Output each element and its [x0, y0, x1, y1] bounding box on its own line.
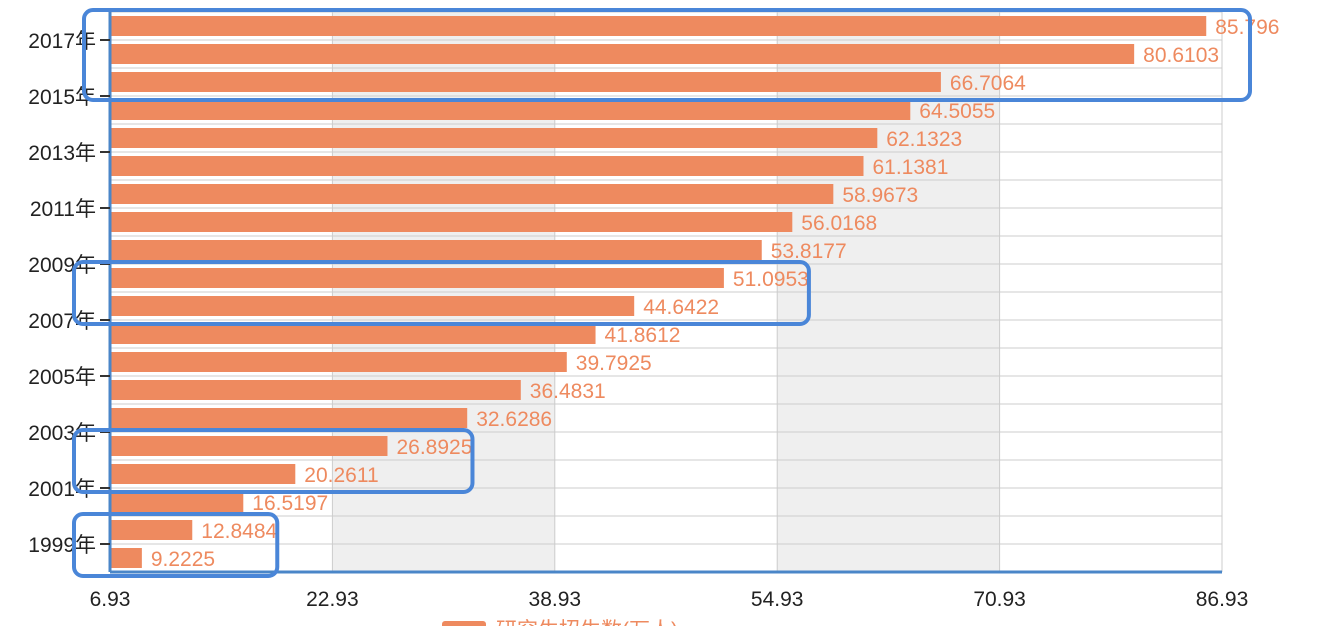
data-label: 36.4831: [530, 380, 606, 403]
x-axis-labels: 6.93 22.93 38.93 54.93 70.93 86.93: [90, 588, 1249, 611]
data-label: 20.2611: [304, 464, 378, 487]
highlight-box: [72, 512, 280, 578]
y-tick-label: 2015年: [28, 86, 96, 109]
y-tick-label: 2013年: [28, 142, 96, 165]
bar: [110, 156, 864, 176]
bar: [110, 408, 468, 428]
data-label: 56.0168: [801, 212, 877, 235]
data-label: 64.5055: [919, 100, 995, 123]
data-label: 62.1323: [886, 128, 962, 151]
data-label: 12.8484: [201, 520, 277, 543]
bar: [110, 380, 521, 400]
data-label: 80.6103: [1143, 44, 1219, 67]
data-label: 41.8612: [605, 324, 681, 347]
bar: [110, 492, 244, 512]
data-label: 32.6286: [476, 408, 552, 431]
bar: [110, 128, 878, 148]
x-tick-label: 38.93: [529, 588, 582, 611]
highlight-box: [72, 428, 475, 494]
bar: [110, 16, 1207, 36]
bar: [110, 520, 193, 540]
x-tick-label: 6.93: [90, 588, 131, 611]
axes: [108, 12, 1222, 574]
y-tick-label: 1999年: [28, 534, 96, 557]
data-label: 39.7925: [576, 352, 652, 375]
bar: [110, 464, 296, 484]
data-label: 61.1381: [872, 156, 948, 179]
data-label: 9.2225: [151, 548, 215, 571]
y-tick-label: 2017年: [28, 30, 96, 53]
x-tick-label: 86.93: [1196, 588, 1249, 611]
data-label: 44.6422: [643, 296, 719, 319]
highlight-box: [72, 260, 811, 326]
x-tick-label: 54.93: [751, 588, 804, 611]
data-label: 66.7064: [950, 72, 1026, 95]
data-label: 58.9673: [842, 184, 918, 207]
bar: [110, 296, 635, 316]
bar: [110, 44, 1135, 64]
bar: [110, 268, 724, 288]
data-label: 53.8177: [771, 240, 847, 263]
legend-swatch: [442, 621, 486, 626]
grid-lines: [109, 11, 1223, 573]
bar: [110, 324, 596, 344]
bar: [110, 352, 567, 372]
bar: [110, 184, 834, 204]
x-tick-label: 70.93: [973, 588, 1026, 611]
data-label: 85.796: [1215, 16, 1279, 39]
bar: [110, 240, 762, 260]
data-label: 51.0953: [733, 268, 809, 291]
y-tick-label: 2005年: [28, 366, 96, 389]
bar: [110, 72, 941, 92]
y-tick-label: 2007年: [28, 310, 96, 333]
bar: [110, 100, 911, 120]
legend-label: 研究生招生数(万人): [496, 619, 678, 626]
highlight-boxes: [72, 8, 1252, 578]
x-tick-label: 22.93: [306, 588, 359, 611]
data-label: 26.8925: [396, 436, 472, 459]
y-tick-label: 2011年: [30, 198, 96, 221]
y-tick-label: 2003年: [28, 422, 96, 445]
bar: [110, 436, 388, 456]
bar: [110, 548, 142, 568]
bar-series: [110, 16, 1207, 568]
data-label: 16.5197: [252, 492, 328, 515]
data-labels: 9.2225 12.8484 16.5197 20.2611 26.892532.628…: [151, 16, 1280, 571]
y-axis-labels: 2017年 2015年 2013年 2011年 2009年 2007年 2005年 2003年…: [28, 30, 110, 557]
highlight-box: [82, 8, 1252, 102]
legend: 研究生招生数(万人): [442, 619, 678, 626]
bar: [110, 212, 793, 232]
y-tick-label: 2001年: [28, 478, 96, 501]
y-tick-label: 2009年: [28, 254, 96, 277]
